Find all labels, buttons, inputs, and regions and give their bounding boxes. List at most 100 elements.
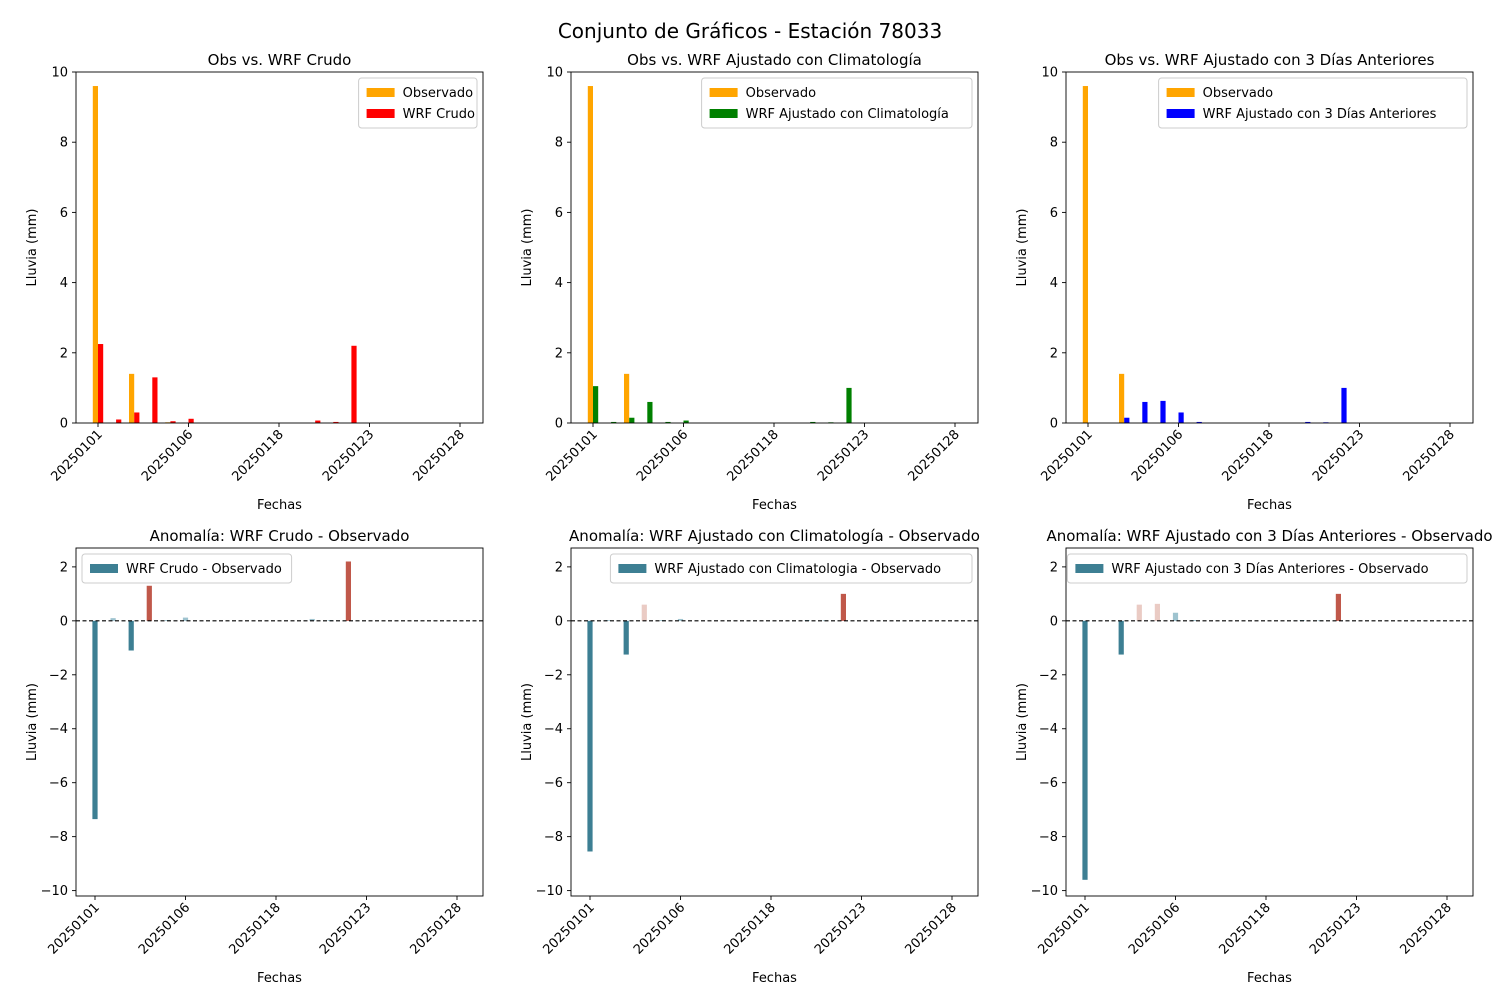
panels: Obs vs. WRF Crudo 0 2 4 6 8 10 20250101 20250106… — [25, 51, 1493, 986]
x-axis-label: Fechas — [257, 498, 302, 513]
x-tick-label: 20250123 — [812, 900, 869, 957]
chart-panel-4: Anomalía: WRF Crudo - Observado −10 −8 −6 −4… — [25, 527, 484, 986]
x-tick-label: 20250123 — [815, 427, 872, 484]
y-tick-label: −8 — [1039, 830, 1058, 845]
chart-title: Anomalía: WRF Crudo - Observado — [150, 527, 410, 545]
y-tick-label: −2 — [1039, 668, 1058, 683]
bar-wrf — [152, 377, 158, 423]
x-tick-label: 20250123 — [320, 427, 377, 484]
bar-anomaly — [623, 620, 629, 655]
bar-wrf — [170, 421, 176, 423]
bar-anomaly — [587, 620, 593, 852]
bar-anomaly — [110, 618, 116, 621]
x-tick-label: 20250123 — [1307, 900, 1364, 957]
bar-observed — [1119, 373, 1125, 423]
legend: WRF Ajustado con Climatologia - Observad… — [609, 553, 973, 584]
bar-anomaly — [1191, 620, 1197, 621]
legend-box — [1158, 77, 1468, 129]
x-axis-label: Fechas — [1247, 971, 1292, 986]
legend-swatch — [618, 564, 647, 573]
x-tick-label: 20250123 — [1310, 427, 1367, 484]
chart-panel-6: Anomalía: WRF Ajustado con 3 Días Anteri… — [1015, 527, 1493, 986]
bar-wrf — [665, 421, 671, 423]
x-tick-label: 20250106 — [631, 900, 688, 957]
bar-wrf — [810, 421, 816, 423]
legend-label: WRF Ajustado con 3 Días Anteriores - Obs… — [1111, 562, 1428, 577]
bar-wrf — [611, 421, 617, 423]
y-tick-label: 0 — [1050, 614, 1058, 629]
y-tick-label: 0 — [1050, 417, 1058, 432]
bar-anomaly — [677, 618, 684, 621]
chart-title: Obs vs. WRF Ajustado con 3 Días Anterior… — [1105, 51, 1435, 69]
chart-title: Obs vs. WRF Crudo — [208, 51, 352, 69]
legend: WRF Ajustado con 3 Días Anteriores - Obs… — [1066, 553, 1468, 584]
bar-anomaly — [1082, 620, 1088, 880]
y-tick-label: −8 — [544, 830, 563, 845]
bar-anomaly — [1136, 604, 1142, 621]
bar-wrf — [1178, 412, 1184, 423]
bar-observed — [92, 86, 98, 423]
legend-label: WRF Ajustado con Climatologia - Observad… — [654, 562, 941, 577]
y-tick-label: 0 — [60, 417, 68, 432]
bar-wrf — [116, 419, 122, 423]
legend-swatch — [1166, 109, 1195, 118]
y-axis-label: Lluvia (mm) — [520, 209, 535, 287]
x-tick-label: 20250128 — [1397, 900, 1454, 957]
y-tick-label: 6 — [60, 206, 68, 221]
legend: WRF Crudo - Observado — [81, 553, 293, 584]
chart-panel-5: Anomalía: WRF Ajustado con Climatología … — [520, 527, 980, 986]
bar-anomaly — [840, 593, 846, 621]
plot-frame — [75, 71, 484, 424]
x-tick-label: 20250101 — [48, 427, 105, 484]
plot-frame — [1065, 547, 1474, 897]
x-tick-label: 20250106 — [136, 900, 193, 957]
y-tick-label: 0 — [60, 614, 68, 629]
plot-frame — [75, 547, 484, 897]
bar-anomaly — [1335, 593, 1341, 621]
x-tick-label: 20250128 — [410, 427, 467, 484]
bar-wrf — [629, 417, 635, 423]
bar-wrf — [683, 420, 689, 423]
x-axis-label: Fechas — [752, 498, 797, 513]
chart-title: Anomalía: WRF Ajustado con 3 Días Anteri… — [1046, 527, 1492, 545]
legend-swatch — [709, 109, 738, 118]
x-axis-label: Fechas — [752, 971, 797, 986]
y-tick-label: 10 — [51, 66, 68, 81]
y-tick-label: 4 — [60, 276, 68, 291]
x-tick-label: 20250118 — [229, 427, 286, 484]
x-axis-label: Fechas — [1247, 498, 1292, 513]
y-axis-label: Lluvia (mm) — [25, 683, 40, 761]
legend-swatch — [90, 564, 118, 573]
bar-wrf — [1305, 421, 1311, 423]
bar-wrf — [188, 418, 194, 423]
y-axis-label: Lluvia (mm) — [1015, 683, 1030, 761]
y-tick-label: −6 — [49, 776, 68, 791]
x-tick-label: 20250101 — [1038, 427, 1095, 484]
y-tick-label: 6 — [1050, 206, 1058, 221]
legend-box — [701, 77, 973, 129]
x-axis-label: Fechas — [257, 971, 302, 986]
legend-label: Observado — [1203, 86, 1274, 101]
legend-label: Observado — [746, 86, 817, 101]
x-tick-label: 20250128 — [902, 900, 959, 957]
y-tick-label: 8 — [60, 136, 68, 151]
plot-frame — [570, 547, 979, 897]
bar-wrf — [1196, 421, 1202, 423]
y-tick-label: 10 — [546, 66, 563, 81]
plot-frame — [570, 71, 979, 424]
y-tick-label: 10 — [1041, 66, 1058, 81]
legend: Observado WRF Ajustado con Climatología — [701, 77, 973, 129]
y-axis-label: Lluvia (mm) — [1015, 209, 1030, 287]
x-tick-label: 20250123 — [317, 900, 374, 957]
x-tick-label: 20250118 — [721, 900, 778, 957]
legend-label: WRF Crudo - Observado — [126, 562, 282, 577]
legend-label: Observado — [403, 86, 474, 101]
legend-swatch — [1166, 88, 1195, 97]
bar-anomaly — [605, 620, 611, 621]
chart-title: Anomalía: WRF Ajustado con Climatología … — [569, 527, 980, 545]
bar-observed — [129, 373, 135, 423]
x-tick-label: 20250106 — [1126, 900, 1183, 957]
y-tick-label: 2 — [60, 346, 68, 361]
y-tick-label: −2 — [544, 668, 563, 683]
